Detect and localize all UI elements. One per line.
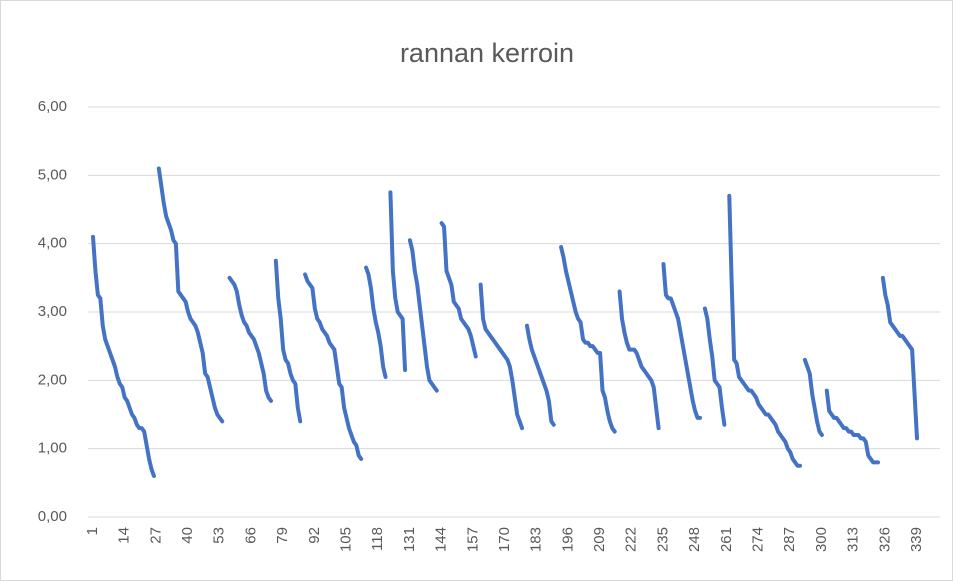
x-tick-label: 287 bbox=[781, 527, 798, 552]
x-tick-label: 222 bbox=[623, 527, 640, 552]
x-tick-label: 235 bbox=[654, 527, 671, 552]
y-tick-label: 1,00 bbox=[38, 440, 67, 457]
y-tick-label: 5,00 bbox=[38, 166, 67, 183]
x-tick-label: 248 bbox=[686, 527, 703, 552]
y-tick-label: 0,00 bbox=[38, 508, 67, 525]
x-tick-label: 261 bbox=[718, 527, 735, 552]
x-tick-label: 326 bbox=[876, 527, 893, 552]
x-tick-label: 196 bbox=[559, 527, 576, 552]
x-tick-label: 14 bbox=[116, 527, 133, 544]
x-tick-label: 92 bbox=[306, 527, 323, 544]
x-tick-label: 300 bbox=[813, 527, 830, 552]
x-tick-label: 53 bbox=[211, 527, 228, 544]
x-tick-label: 274 bbox=[750, 527, 767, 552]
x-tick-label: 157 bbox=[464, 527, 481, 552]
x-tick-label: 79 bbox=[274, 527, 291, 544]
x-tick-label: 131 bbox=[401, 527, 418, 552]
x-tick-label: 144 bbox=[433, 527, 450, 552]
x-tick-label: 1 bbox=[84, 527, 101, 535]
x-tick-label: 105 bbox=[338, 527, 355, 552]
y-tick-label: 3,00 bbox=[38, 303, 67, 320]
chart-title: rannan kerroin bbox=[400, 38, 574, 68]
line-series bbox=[91, 166, 919, 478]
x-tick-label: 183 bbox=[528, 527, 545, 552]
y-tick-label: 4,00 bbox=[38, 235, 67, 252]
x-tick-label: 209 bbox=[591, 527, 608, 552]
x-tick-label: 40 bbox=[179, 527, 196, 544]
x-tick-label: 339 bbox=[908, 527, 925, 552]
x-tick-label: 27 bbox=[147, 527, 164, 544]
x-tick-label: 170 bbox=[496, 527, 513, 552]
y-tick-label: 6,00 bbox=[38, 98, 67, 115]
x-tick-label: 313 bbox=[845, 527, 862, 552]
x-tick-label: 66 bbox=[242, 527, 259, 544]
y-tick-label: 2,00 bbox=[38, 371, 67, 388]
x-tick-label: 118 bbox=[369, 527, 386, 551]
